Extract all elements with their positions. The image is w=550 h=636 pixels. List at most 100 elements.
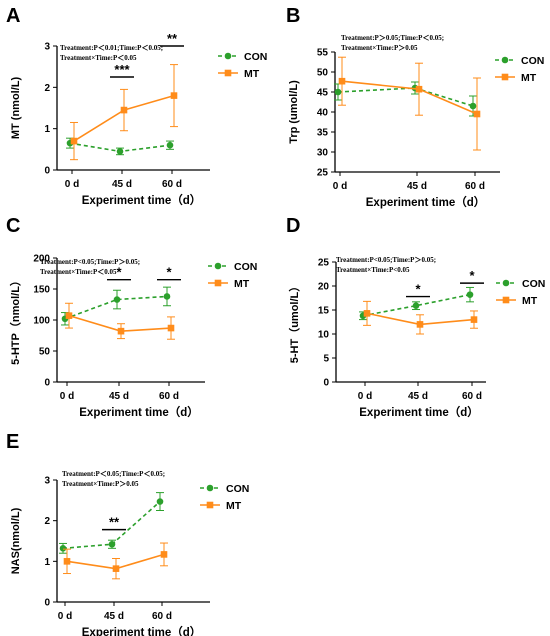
data-point [112,565,120,572]
panel-letter: C [6,215,20,237]
stats-annotation: Treatment:P<0.05;Time:P＞0.05; [336,256,436,264]
series-con [59,492,164,554]
x-tick-label: 0 d [358,391,372,402]
legend-marker [214,279,222,287]
y-tick-label: 0 [44,378,50,389]
legend-con: CON [495,55,544,67]
series-mt [363,300,478,335]
y-axis-title: NAS(nmol/L) [10,507,22,574]
y-tick-label: 3 [44,42,50,53]
data-point [466,291,474,298]
x-tick-label: 45 d [112,179,132,190]
panel-b: B 25 30 35 40 45 50 55 0 d 45 d 60 d Experiment tim… [286,5,544,209]
y-tick-label: 55 [317,48,329,59]
panel-d: D 0 5 10 15 20 25 0 d 45 d 60 d Experiment time（d）… [286,215,545,419]
data-point [59,545,67,552]
legend-marker [224,52,232,60]
series-mt [338,56,481,151]
data-point [166,141,174,149]
panel-letter: A [6,5,20,27]
data-point [108,540,116,548]
x-tick-label: 60 d [162,179,182,190]
legend-con: CON [496,278,545,290]
stats-annotation: Treatment:P＜0.01;Time:P＜0.05; [60,44,163,52]
y-tick-label: 2 [44,83,50,94]
legend-mt: MT [208,278,250,290]
y-tick-label: 45 [317,88,329,99]
data-point [469,102,477,110]
y-tick-label: 20 [318,282,330,293]
y-tick-label: 10 [318,330,330,341]
panel-c: C 0 50 100 150 200 0 d 45 d 60 d Experiment time（… [6,215,257,419]
series-line [362,293,471,317]
data-point [167,324,175,332]
y-axis-title: 5-HT（umol/L） [288,281,301,364]
data-point [65,312,73,319]
y-tick-label: 2 [44,516,50,527]
stats-annotation: Treatment×Time:P＜0.05 [40,268,117,276]
y-tick-label: 1 [44,124,50,135]
y-tick-label: 35 [317,128,329,139]
y-tick-label: 3 [44,476,50,487]
y-tick-label: 30 [317,148,329,159]
y-tick-label: 50 [39,347,51,358]
y-tick-label: 15 [318,306,330,317]
legend-marker [214,262,222,270]
series-con [61,286,171,326]
data-point [116,148,124,155]
x-tick-label: 45 d [407,181,427,192]
legend-label: CON [244,51,267,63]
data-point [363,310,371,317]
y-tick-label: 200 [33,254,50,265]
significance-mark: * [116,265,122,280]
panel-letter: D [286,215,300,237]
data-point [63,558,71,565]
significance-mark: * [469,268,475,283]
legend-marker [501,73,509,81]
x-tick-label: 0 d [333,181,347,192]
panel-a: A 0 1 2 3 0 d 45 d 60 d Experiment time（d） MT (nm… [6,5,267,207]
x-tick-label: 60 d [465,181,485,192]
significance-mark: *** [114,62,130,77]
y-axis-title: 5-HTP（nmol/L） [9,275,22,365]
y-tick-label: 50 [317,68,329,79]
stats-annotation: Treatment×Time:P＞0.05 [341,44,418,52]
legend-label: MT [234,278,250,290]
data-point [163,293,171,300]
legend-marker [502,296,510,304]
y-axis-title: MT (nmol/L) [10,77,22,140]
data-point [160,551,168,558]
data-point [338,77,346,85]
series-mt [63,542,168,580]
x-tick-label: 60 d [159,391,179,402]
data-point [70,137,78,145]
series-con [359,286,474,321]
stats-annotation: Treatment×Time:P<0.05 [336,266,410,274]
data-point [416,321,424,328]
stats-annotation: Treatment:P＞0.05;Time:P＜0.05; [341,34,444,42]
panel-e: E 0 1 2 3 0 d 45 d 60 d Experiment time（d） NAS(nm… [6,431,249,636]
legend-label: MT [244,68,260,80]
panel-letter: B [286,5,300,27]
legend-con: CON [208,261,257,273]
y-tick-label: 25 [318,258,330,269]
x-tick-label: 60 d [152,611,172,622]
y-tick-label: 0 [44,166,50,177]
data-point [470,316,478,323]
legend-marker [501,56,509,64]
x-tick-label: 0 d [65,179,79,190]
significance-mark: ** [109,515,120,530]
stats-annotation: Treatment:P＜0.05;Time:P＜0.05; [62,470,165,478]
y-tick-label: 100 [33,316,50,327]
data-point [120,106,128,114]
x-axis-title: Experiment time（d） [82,193,202,207]
y-tick-label: 25 [317,168,329,179]
legend-mt: MT [496,295,538,307]
y-tick-label: 40 [317,108,329,119]
y-tick-label: 5 [323,354,329,365]
data-point [415,85,423,93]
stats-annotation: Treatment:P<0.05;Time:P＞0.05; [40,258,140,266]
legend-label: MT [226,500,242,512]
legend-marker [206,501,214,509]
